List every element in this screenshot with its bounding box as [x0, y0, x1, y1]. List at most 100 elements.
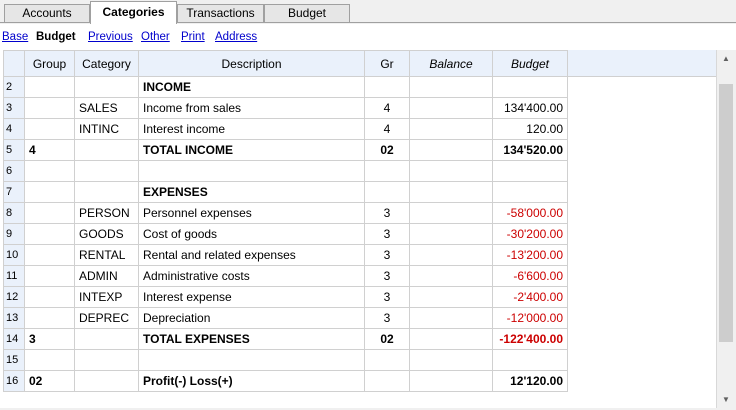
row-number[interactable]: 12	[3, 286, 25, 308]
budget-cell[interactable]	[492, 349, 568, 371]
group-cell[interactable]	[24, 349, 75, 371]
group-cell[interactable]	[24, 286, 75, 308]
description-cell[interactable]: TOTAL INCOME	[138, 139, 365, 161]
scrollbar-thumb[interactable]	[719, 84, 733, 342]
group-cell[interactable]	[24, 97, 75, 119]
gr-cell[interactable]: 02	[364, 139, 410, 161]
balance-cell[interactable]	[409, 139, 493, 161]
table-row[interactable]: 5 4 TOTAL INCOME 02 134'520.00	[3, 139, 568, 161]
group-cell[interactable]	[24, 307, 75, 329]
row-number[interactable]: 15	[3, 349, 25, 371]
balance-cell[interactable]	[409, 349, 493, 371]
balance-cell[interactable]	[409, 97, 493, 119]
balance-cell[interactable]	[409, 244, 493, 266]
budget-cell[interactable]: -2'400.00	[492, 286, 568, 308]
balance-cell[interactable]	[409, 76, 493, 98]
balance-cell[interactable]	[409, 307, 493, 329]
table-row[interactable]: 15	[3, 349, 568, 371]
description-cell[interactable]: Interest expense	[138, 286, 365, 308]
gr-cell[interactable]	[364, 370, 410, 392]
gr-cell[interactable]	[364, 181, 410, 203]
group-cell[interactable]	[24, 244, 75, 266]
column-header-balance[interactable]: Balance	[409, 50, 493, 77]
group-cell[interactable]	[24, 160, 75, 182]
tab-transactions[interactable]: Transactions	[177, 4, 264, 22]
category-cell[interactable]	[74, 328, 139, 350]
group-cell[interactable]: 02	[24, 370, 75, 392]
description-cell[interactable]: Depreciation	[138, 307, 365, 329]
category-cell[interactable]: PERSON	[74, 202, 139, 224]
category-cell[interactable]	[74, 181, 139, 203]
group-cell[interactable]	[24, 223, 75, 245]
description-cell[interactable]	[138, 160, 365, 182]
category-cell[interactable]	[74, 76, 139, 98]
description-cell[interactable]: Cost of goods	[138, 223, 365, 245]
budget-cell[interactable]: 12'120.00	[492, 370, 568, 392]
category-cell[interactable]	[74, 139, 139, 161]
table-row[interactable]: 6	[3, 160, 568, 182]
table-row[interactable]: 12 INTEXP Interest expense 3 -2'400.00	[3, 286, 568, 308]
budget-cell[interactable]: -58'000.00	[492, 202, 568, 224]
column-header-description[interactable]: Description	[138, 50, 365, 77]
budget-cell[interactable]	[492, 160, 568, 182]
row-number[interactable]: 5	[3, 139, 25, 161]
row-number[interactable]: 8	[3, 202, 25, 224]
category-cell[interactable]	[74, 349, 139, 371]
view-address-link[interactable]: Address	[215, 31, 258, 43]
budget-cell[interactable]: -122'400.00	[492, 328, 568, 350]
gr-cell[interactable]	[364, 76, 410, 98]
view-base-link[interactable]: Base	[2, 31, 29, 43]
gr-cell[interactable]: 3	[364, 244, 410, 266]
description-cell[interactable]: Personnel expenses	[138, 202, 365, 224]
group-cell[interactable]	[24, 181, 75, 203]
description-cell[interactable]: Administrative costs	[138, 265, 365, 287]
balance-cell[interactable]	[409, 118, 493, 140]
description-cell[interactable]: Income from sales	[138, 97, 365, 119]
scroll-down-arrow-icon[interactable]: ▼	[722, 395, 730, 404]
table-row[interactable]: 2 INCOME	[3, 76, 568, 98]
table-row[interactable]: 16 02 Profit(-) Loss(+) 12'120.00	[3, 370, 568, 392]
group-cell[interactable]	[24, 202, 75, 224]
group-cell[interactable]	[24, 76, 75, 98]
description-cell[interactable]: EXPENSES	[138, 181, 365, 203]
budget-cell[interactable]: -30'200.00	[492, 223, 568, 245]
budget-cell[interactable]	[492, 181, 568, 203]
row-number[interactable]: 10	[3, 244, 25, 266]
category-cell[interactable]: DEPREC	[74, 307, 139, 329]
category-cell[interactable]	[74, 160, 139, 182]
category-cell[interactable]: RENTAL	[74, 244, 139, 266]
group-cell[interactable]: 4	[24, 139, 75, 161]
group-cell[interactable]	[24, 265, 75, 287]
balance-cell[interactable]	[409, 160, 493, 182]
gr-cell[interactable]: 02	[364, 328, 410, 350]
column-header-budget[interactable]: Budget	[492, 50, 568, 77]
gr-cell[interactable]: 3	[364, 223, 410, 245]
category-cell[interactable]: INTINC	[74, 118, 139, 140]
balance-cell[interactable]	[409, 286, 493, 308]
gr-cell[interactable]: 3	[364, 307, 410, 329]
description-cell[interactable]: Interest income	[138, 118, 365, 140]
row-number[interactable]: 9	[3, 223, 25, 245]
view-budget-link[interactable]: Budget	[36, 31, 76, 43]
table-row[interactable]: 14 3 TOTAL EXPENSES 02 -122'400.00	[3, 328, 568, 350]
gr-cell[interactable]: 3	[364, 265, 410, 287]
gr-cell[interactable]	[364, 160, 410, 182]
vertical-scrollbar[interactable]: ▲ ▼	[716, 50, 735, 408]
budget-cell[interactable]: 134'520.00	[492, 139, 568, 161]
column-header-group[interactable]: Group	[24, 50, 75, 77]
row-number[interactable]: 3	[3, 97, 25, 119]
table-row[interactable]: 8 PERSON Personnel expenses 3 -58'000.00	[3, 202, 568, 224]
tab-categories[interactable]: Categories	[90, 1, 177, 24]
budget-cell[interactable]: -12'000.00	[492, 307, 568, 329]
group-cell[interactable]: 3	[24, 328, 75, 350]
budget-cell[interactable]: 134'400.00	[492, 97, 568, 119]
category-cell[interactable]	[74, 370, 139, 392]
row-number[interactable]: 2	[3, 76, 25, 98]
tab-budget[interactable]: Budget	[264, 4, 350, 22]
budget-cell[interactable]: -6'600.00	[492, 265, 568, 287]
gr-cell[interactable]: 3	[364, 286, 410, 308]
view-other-link[interactable]: Other	[141, 31, 170, 43]
row-number[interactable]: 6	[3, 160, 25, 182]
budget-cell[interactable]	[492, 76, 568, 98]
budget-cell[interactable]: -13'200.00	[492, 244, 568, 266]
